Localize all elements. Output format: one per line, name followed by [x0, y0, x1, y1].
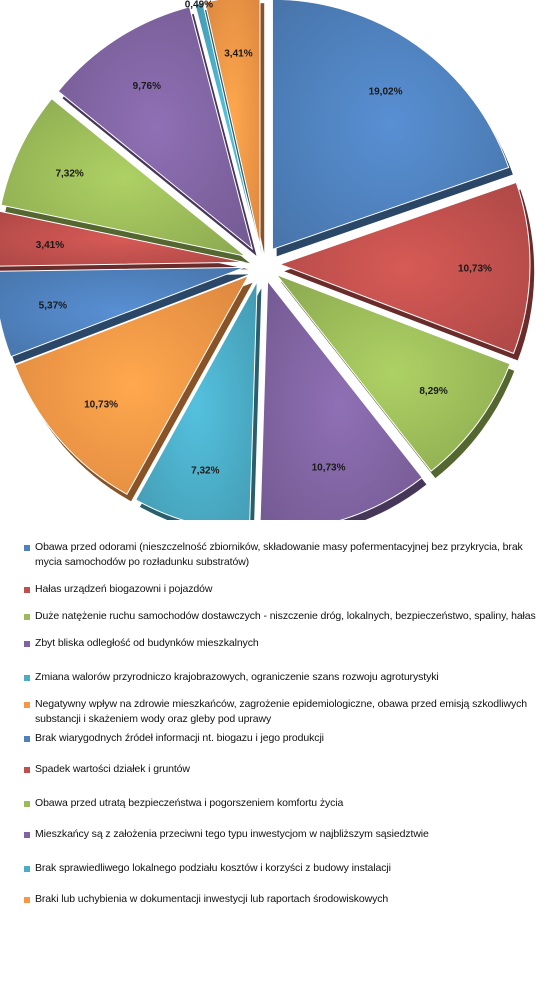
pie-slice [194, 2, 259, 247]
legend-swatch [24, 767, 30, 773]
legend-item: Zbyt bliska odległość od budynków mieszk… [24, 636, 539, 651]
legend-item: Braki lub uchybienia w dokumentacji inwe… [24, 892, 539, 907]
pie-slice [0, 266, 245, 358]
pie-slice [135, 281, 258, 520]
legend-item: Obawa przed utratą bezpieczeństwa i pogo… [24, 796, 539, 811]
legend-swatch [24, 736, 30, 742]
legend-label: Zmiana walorów przyrodniczo krajobrazowy… [35, 671, 439, 683]
legend-swatch [24, 641, 30, 647]
legend-label: Obawa przed odorami (nieszczelność zbior… [35, 541, 523, 568]
legend-item: Hałas urządzeń biogazowni i pojazdów [24, 582, 539, 597]
slice-value-label: 3,41% [36, 240, 64, 251]
legend-item: Obawa przed odorami (nieszczelność zbior… [24, 540, 539, 570]
legend-item: Zmiana walorów przyrodniczo krajobrazowy… [24, 670, 539, 685]
legend-label: Obawa przed utratą bezpieczeństwa i pogo… [35, 797, 344, 809]
pie-slice [278, 181, 531, 355]
legend-swatch [24, 614, 30, 620]
slice-value-label: 10,73% [458, 263, 492, 274]
legend-label: Spadek wartości działek i gruntów [35, 763, 190, 775]
legend-swatch [24, 587, 30, 593]
pie-slice [14, 274, 250, 495]
legend-swatch [24, 545, 30, 551]
pie-slice [0, 210, 245, 267]
pie-slice [57, 6, 254, 251]
legend-item: Brak sprawiedliwego lokalnego podziału k… [24, 861, 539, 876]
slice-value-label: 7,32% [55, 169, 83, 180]
legend-item: Spadek wartości działek i gruntów [24, 762, 539, 777]
slice-value-label: 10,73% [312, 462, 346, 473]
legend-item: Mieszkańcy są z założenia przeciwni tego… [24, 827, 539, 842]
legend-item: Negatywny wpływ na zdrowie mieszkańców, … [24, 697, 539, 727]
pie-slice [204, 0, 261, 247]
legend-swatch [24, 675, 30, 681]
legend-swatch [24, 832, 30, 838]
pie-slice [274, 273, 511, 472]
legend-label: Brak wiarygodnych źródeł informacji nt. … [35, 732, 324, 744]
legend-label: Hałas urządzeń biogazowni i pojazdów [35, 583, 213, 595]
chart-legend: Obawa przed odorami (nieszczelność zbior… [24, 540, 539, 907]
legend-label: Negatywny wpływ na zdrowie mieszkańców, … [35, 698, 528, 725]
slice-value-label: 5,37% [39, 300, 67, 311]
legend-swatch [24, 801, 30, 807]
legend-swatch [24, 866, 30, 872]
legend-label: Zbyt bliska odległość od budynków mieszk… [35, 637, 259, 649]
pie-slice [271, 0, 510, 251]
pie-slice [0, 97, 247, 257]
legend-swatch [24, 702, 30, 708]
slice-value-label: 9,76% [133, 81, 161, 92]
legend-swatch [24, 897, 30, 903]
pie-slice [259, 279, 423, 520]
slice-value-label: 10,73% [84, 400, 118, 411]
legend-item: Duże natężenie ruchu samochodów dostawcz… [24, 609, 539, 624]
exploded-pie-chart: 19,02% 10,73% 8,29% 10,73% 7,32% 10,73% 5,37% 3… [0, 0, 535, 520]
slice-value-label: 0,49% [185, 0, 213, 11]
slice-value-label: 7,32% [191, 465, 219, 476]
legend-label: Braki lub uchybienia w dokumentacji inwe… [35, 893, 389, 905]
slice-value-label: 3,41% [224, 48, 252, 59]
legend-label: Mieszkańcy są z założenia przeciwni tego… [35, 828, 429, 840]
legend-label: Brak sprawiedliwego lokalnego podziału k… [35, 862, 391, 874]
slice-value-label: 8,29% [419, 386, 447, 397]
slice-value-label: 19,02% [369, 86, 403, 97]
legend-label: Duże natężenie ruchu samochodów dostawcz… [35, 610, 536, 622]
legend-item: Brak wiarygodnych źródeł informacji nt. … [24, 731, 539, 746]
